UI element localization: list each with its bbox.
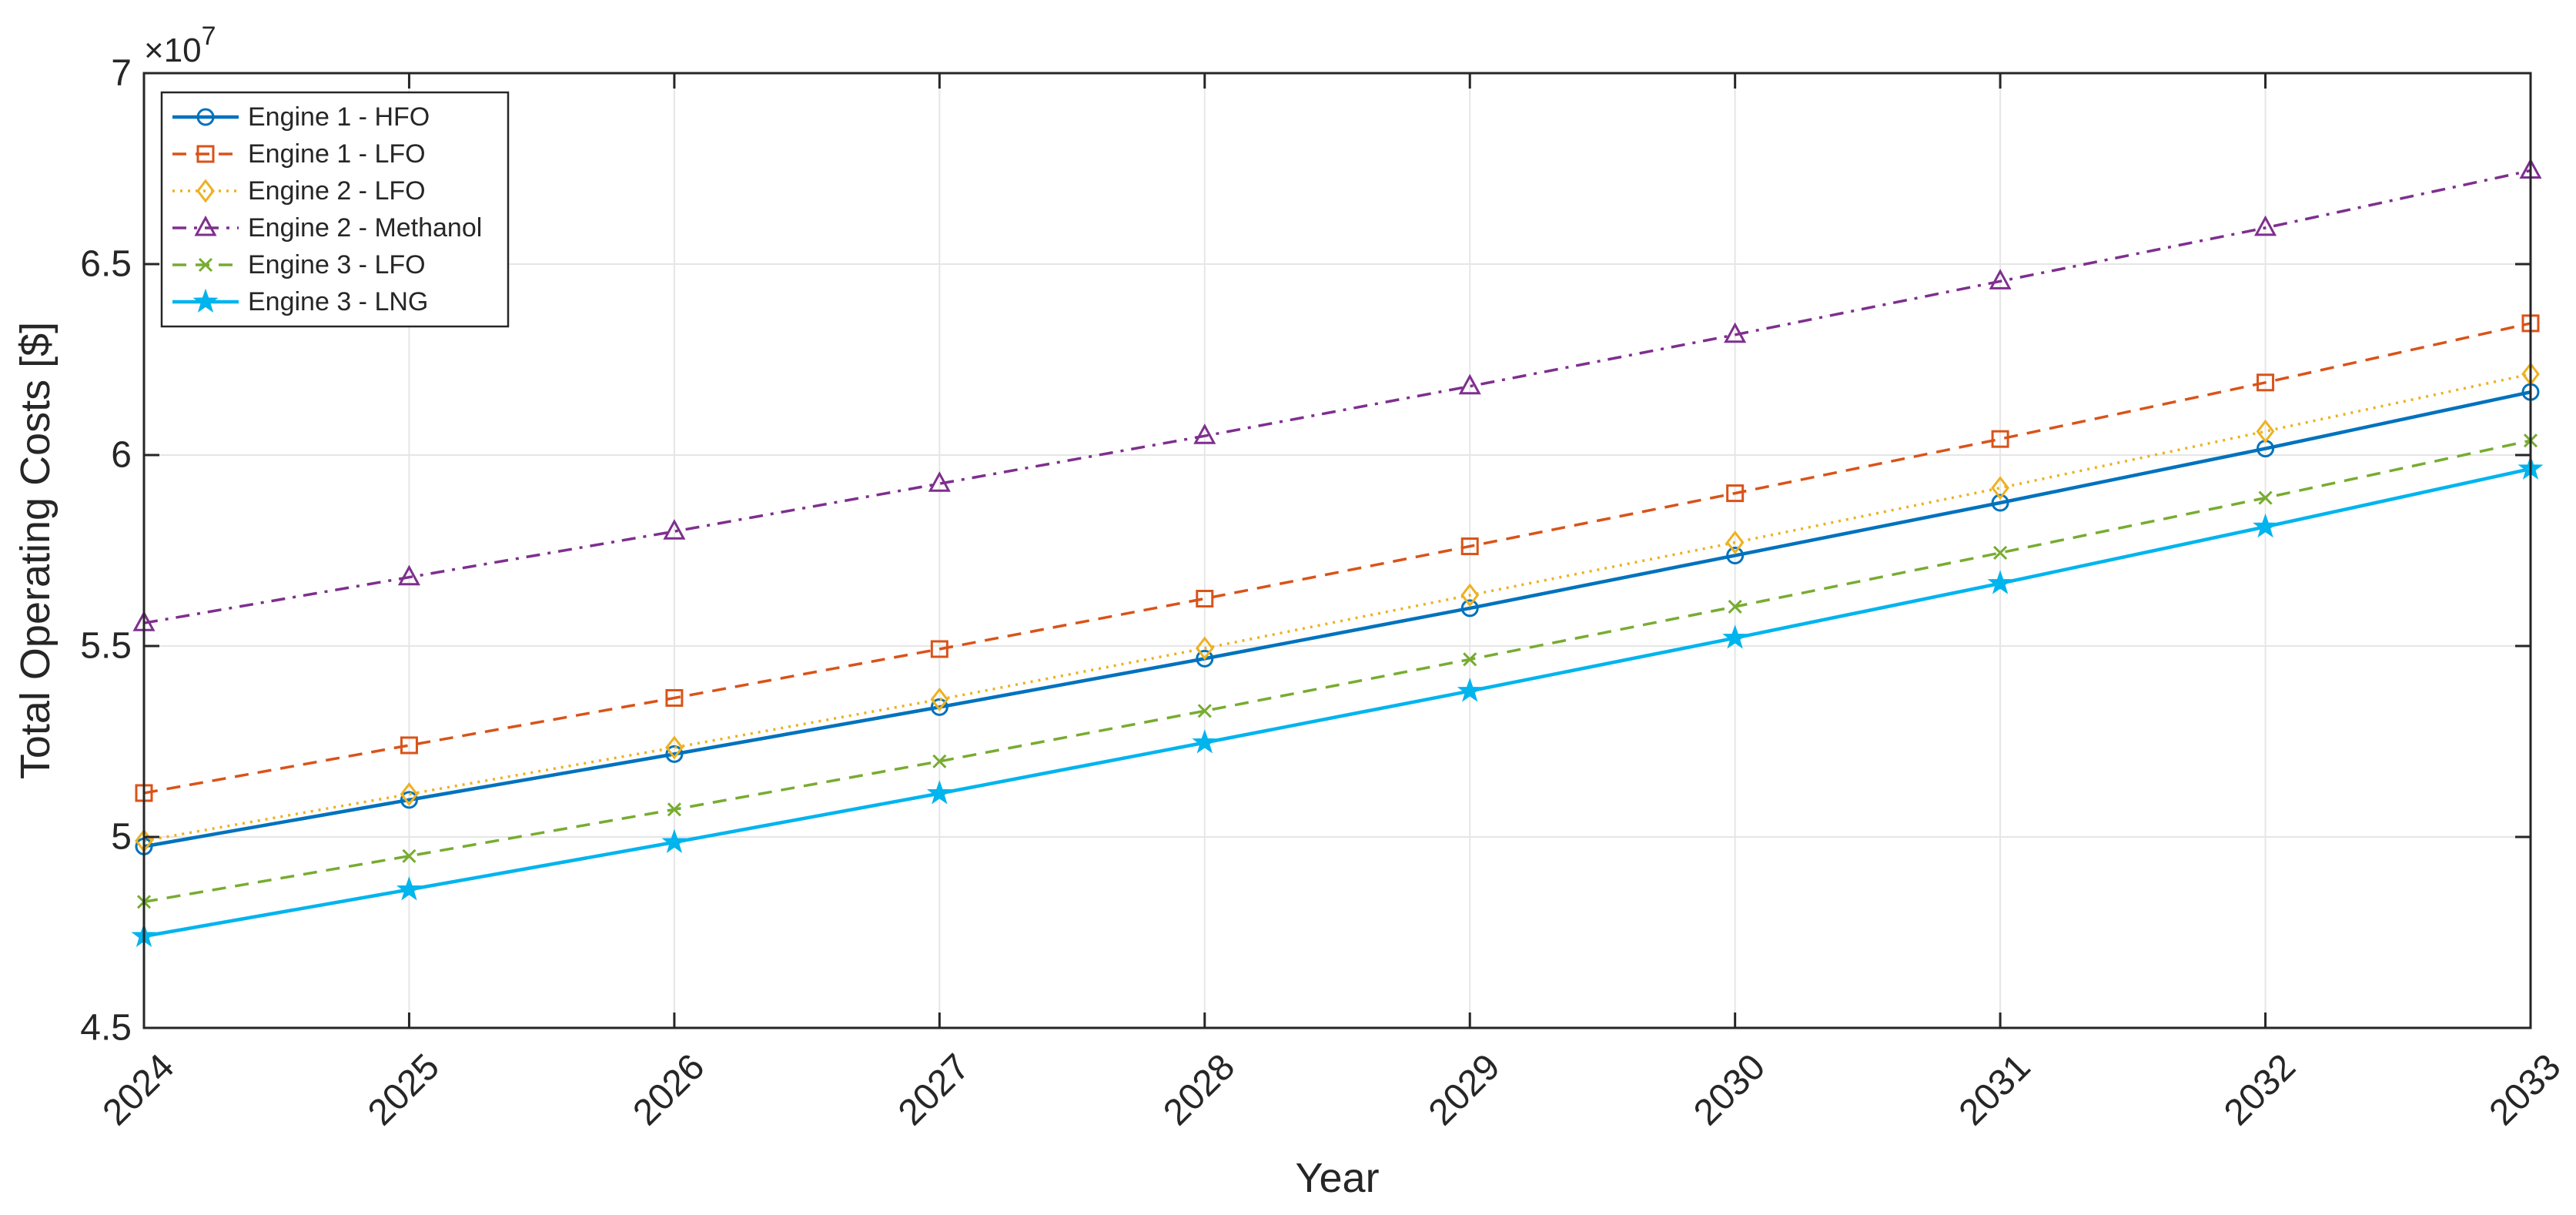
legend-box: [160, 91, 510, 328]
series-engine-3-lfo: [136, 433, 2538, 909]
x-marker: [1728, 599, 1742, 614]
circle-marker: [1460, 599, 1479, 618]
legend-label: Engine 1 - LFO: [248, 139, 426, 169]
triangle-marker: [1193, 423, 1216, 444]
circle-marker: [400, 791, 418, 809]
star-marker: [1192, 729, 1218, 754]
y-axis-exponent: ×107: [144, 22, 216, 69]
square-marker: [1196, 589, 1214, 608]
x-marker: [932, 754, 947, 768]
series-line: [143, 439, 2531, 904]
triangle-marker: [928, 471, 951, 492]
y-tick-label: 4.5: [80, 1008, 132, 1049]
legend-entry: Engine 3 - LFO: [172, 250, 426, 279]
y-exponent-power: 7: [202, 22, 216, 51]
triangle-marker: [1458, 373, 1481, 395]
x-marker: [667, 802, 681, 817]
legend-label: Engine 2 - Methanol: [248, 213, 482, 243]
x-marker: [1993, 545, 2008, 561]
circle-marker: [930, 698, 948, 716]
diamond-marker: [930, 687, 949, 711]
star-marker: [1722, 624, 1748, 649]
diamond-marker: [1725, 531, 1745, 555]
series-line: [143, 373, 2531, 842]
square-marker: [196, 145, 215, 163]
diamond-marker: [400, 782, 419, 806]
y-tick-label: 7: [111, 53, 132, 94]
square-marker: [1460, 537, 1479, 556]
plot-frame: [142, 72, 2532, 1029]
triangle-marker: [663, 519, 686, 540]
star-marker: [1457, 678, 1483, 702]
legend-label: Engine 1 - HFO: [248, 102, 430, 132]
diamond-marker: [1195, 636, 1214, 661]
triangle-marker: [1724, 322, 1747, 343]
legend-label: Engine 3 - LNG: [248, 287, 428, 316]
star-marker: [1987, 570, 2013, 594]
plot-area: [144, 73, 2531, 1028]
x-marker: [402, 848, 417, 863]
y-exponent-base: ×10: [144, 32, 202, 69]
diamond-marker: [1991, 476, 2010, 500]
x-marker: [1197, 704, 1212, 718]
legend-entry: Engine 1 - HFO: [172, 102, 430, 132]
y-tick-label: 5.5: [80, 626, 132, 667]
diamond-marker: [1460, 583, 1480, 608]
y-tick-label: 5: [111, 817, 132, 858]
circle-marker: [1196, 649, 1214, 668]
series-layer: [131, 158, 2544, 947]
legend: Engine 1 - HFO Engine 1 - LFO Engine 2 - L…: [160, 91, 510, 328]
x-marker: [2258, 490, 2273, 505]
square-marker: [400, 736, 418, 755]
y-axis-label: Total Operating Costs [$]: [12, 322, 59, 779]
square-marker: [1991, 430, 2009, 448]
square-marker: [930, 640, 948, 658]
x-axis-label: Year: [1295, 1155, 1379, 1201]
circle-marker: [665, 745, 684, 763]
square-marker: [2257, 373, 2275, 392]
square-marker: [665, 688, 684, 707]
diamond-marker: [2256, 419, 2275, 443]
star-marker: [926, 780, 952, 805]
square-marker: [1726, 484, 1745, 503]
series-line: [143, 467, 2531, 939]
star-marker: [661, 828, 687, 853]
triangle-marker: [2254, 215, 2277, 236]
triangle-marker: [397, 564, 420, 586]
axis-ticks: [142, 72, 2532, 1029]
series-line: [143, 322, 2531, 795]
legend-entry: Engine 3 - LNG: [172, 287, 428, 316]
series-engine-1-hfo: [135, 383, 2540, 855]
series-line: [143, 390, 2531, 848]
circle-marker: [196, 108, 215, 126]
legend-entry: Engine 1 - LFO: [172, 139, 426, 169]
legend-entry: Engine 2 - Methanol: [172, 213, 482, 243]
legend-entry: Engine 2 - LFO: [172, 176, 426, 206]
circle-marker: [1991, 494, 2009, 512]
x-marker: [1463, 652, 1477, 667]
legend-label: Engine 2 - LFO: [248, 176, 426, 206]
x-marker: [198, 257, 213, 273]
circle-marker: [1726, 546, 1745, 564]
y-tick-label: 6.5: [80, 244, 132, 285]
star-marker: [2253, 513, 2278, 538]
triangle-marker: [194, 215, 217, 236]
diamond-marker: [664, 735, 684, 760]
triangle-marker: [1989, 269, 2012, 290]
star-marker: [192, 288, 219, 313]
diamond-marker: [196, 179, 215, 203]
y-tick-label: 6: [111, 435, 132, 476]
legend-label: Engine 3 - LFO: [248, 250, 426, 279]
star-marker: [396, 876, 422, 901]
